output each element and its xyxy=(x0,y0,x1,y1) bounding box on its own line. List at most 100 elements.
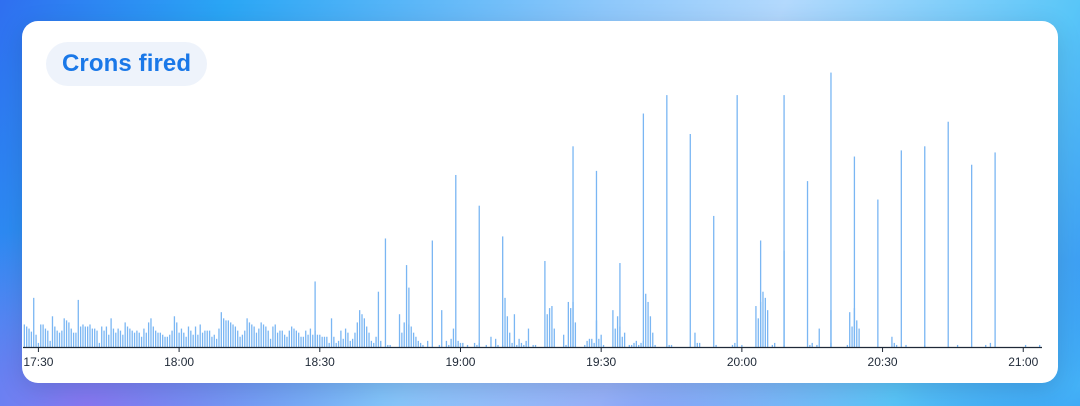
bar xyxy=(849,312,851,347)
bar xyxy=(640,342,642,347)
bar xyxy=(237,330,239,347)
bar xyxy=(232,324,234,347)
bar xyxy=(204,330,206,347)
bar xyxy=(811,342,813,347)
spike-bar xyxy=(806,181,809,347)
bar xyxy=(253,326,255,347)
bar xyxy=(647,301,649,347)
bar xyxy=(255,332,258,347)
bar xyxy=(490,336,492,347)
bar xyxy=(361,314,363,347)
bar xyxy=(567,301,569,347)
bar xyxy=(344,328,347,347)
bar xyxy=(525,340,527,347)
bar xyxy=(108,334,110,347)
bar xyxy=(427,340,429,347)
bar xyxy=(893,342,895,347)
bar xyxy=(546,314,548,347)
bar xyxy=(652,332,654,347)
bar xyxy=(377,291,380,347)
bar xyxy=(197,334,199,347)
spike-bar xyxy=(384,238,387,347)
bar xyxy=(244,330,246,347)
bar xyxy=(246,318,248,347)
bar xyxy=(89,324,91,347)
chart-title: Crons fired xyxy=(62,50,192,77)
spike-bar xyxy=(713,215,715,347)
bar xyxy=(49,340,51,347)
bar xyxy=(147,322,150,347)
bar xyxy=(122,334,124,347)
bar xyxy=(956,344,959,347)
bar xyxy=(159,332,161,347)
bar xyxy=(328,342,330,347)
bar xyxy=(452,328,455,347)
bar xyxy=(133,332,136,347)
bar xyxy=(513,314,516,347)
bar xyxy=(220,312,222,347)
spike-bar xyxy=(408,287,410,347)
bar xyxy=(527,328,530,347)
spike-bar xyxy=(736,95,738,347)
bar xyxy=(276,332,279,347)
bar xyxy=(349,340,351,347)
bar xyxy=(1039,344,1041,347)
title-badge: Crons fired xyxy=(46,42,208,86)
bar xyxy=(281,330,283,347)
spike-bar xyxy=(502,236,504,347)
bar xyxy=(194,326,197,347)
bar xyxy=(54,326,56,347)
bar xyxy=(115,332,117,347)
bar xyxy=(495,338,497,347)
bar xyxy=(94,328,96,347)
bar xyxy=(279,330,281,347)
bar xyxy=(741,344,743,347)
bar xyxy=(77,299,79,347)
bar xyxy=(68,322,70,347)
bar xyxy=(696,342,698,347)
bar xyxy=(445,340,448,347)
bar xyxy=(213,334,215,347)
bar xyxy=(241,334,244,347)
spike-bar xyxy=(455,174,457,347)
bar xyxy=(65,320,68,347)
bar xyxy=(131,330,133,347)
bar xyxy=(600,334,602,347)
bar xyxy=(363,318,365,347)
bar xyxy=(208,330,211,347)
spike-bar xyxy=(759,240,762,347)
bar xyxy=(504,297,506,347)
bar xyxy=(61,330,63,347)
bar xyxy=(616,316,619,347)
bar xyxy=(309,328,312,347)
bar xyxy=(84,326,86,347)
bar xyxy=(457,340,459,347)
bar xyxy=(185,336,187,347)
bar xyxy=(37,342,40,347)
bar xyxy=(985,344,987,347)
bar xyxy=(166,336,169,347)
bar xyxy=(774,342,776,347)
bar xyxy=(337,340,340,347)
bar xyxy=(293,328,295,347)
spike-bar xyxy=(595,170,598,347)
bar xyxy=(389,344,391,347)
bar xyxy=(103,330,105,347)
bar xyxy=(183,332,185,347)
bar xyxy=(190,330,192,347)
bar xyxy=(351,338,354,347)
bar xyxy=(509,332,511,347)
bar xyxy=(300,336,302,347)
bar xyxy=(112,328,115,347)
bar xyxy=(398,314,401,347)
bar xyxy=(410,326,412,347)
bar xyxy=(173,316,176,347)
bar xyxy=(180,328,183,347)
bar xyxy=(368,332,370,347)
spike-bar xyxy=(994,152,996,347)
bar xyxy=(715,344,717,347)
bar xyxy=(548,308,551,347)
bar xyxy=(511,342,513,347)
bar xyxy=(26,326,28,347)
bar xyxy=(44,328,47,347)
